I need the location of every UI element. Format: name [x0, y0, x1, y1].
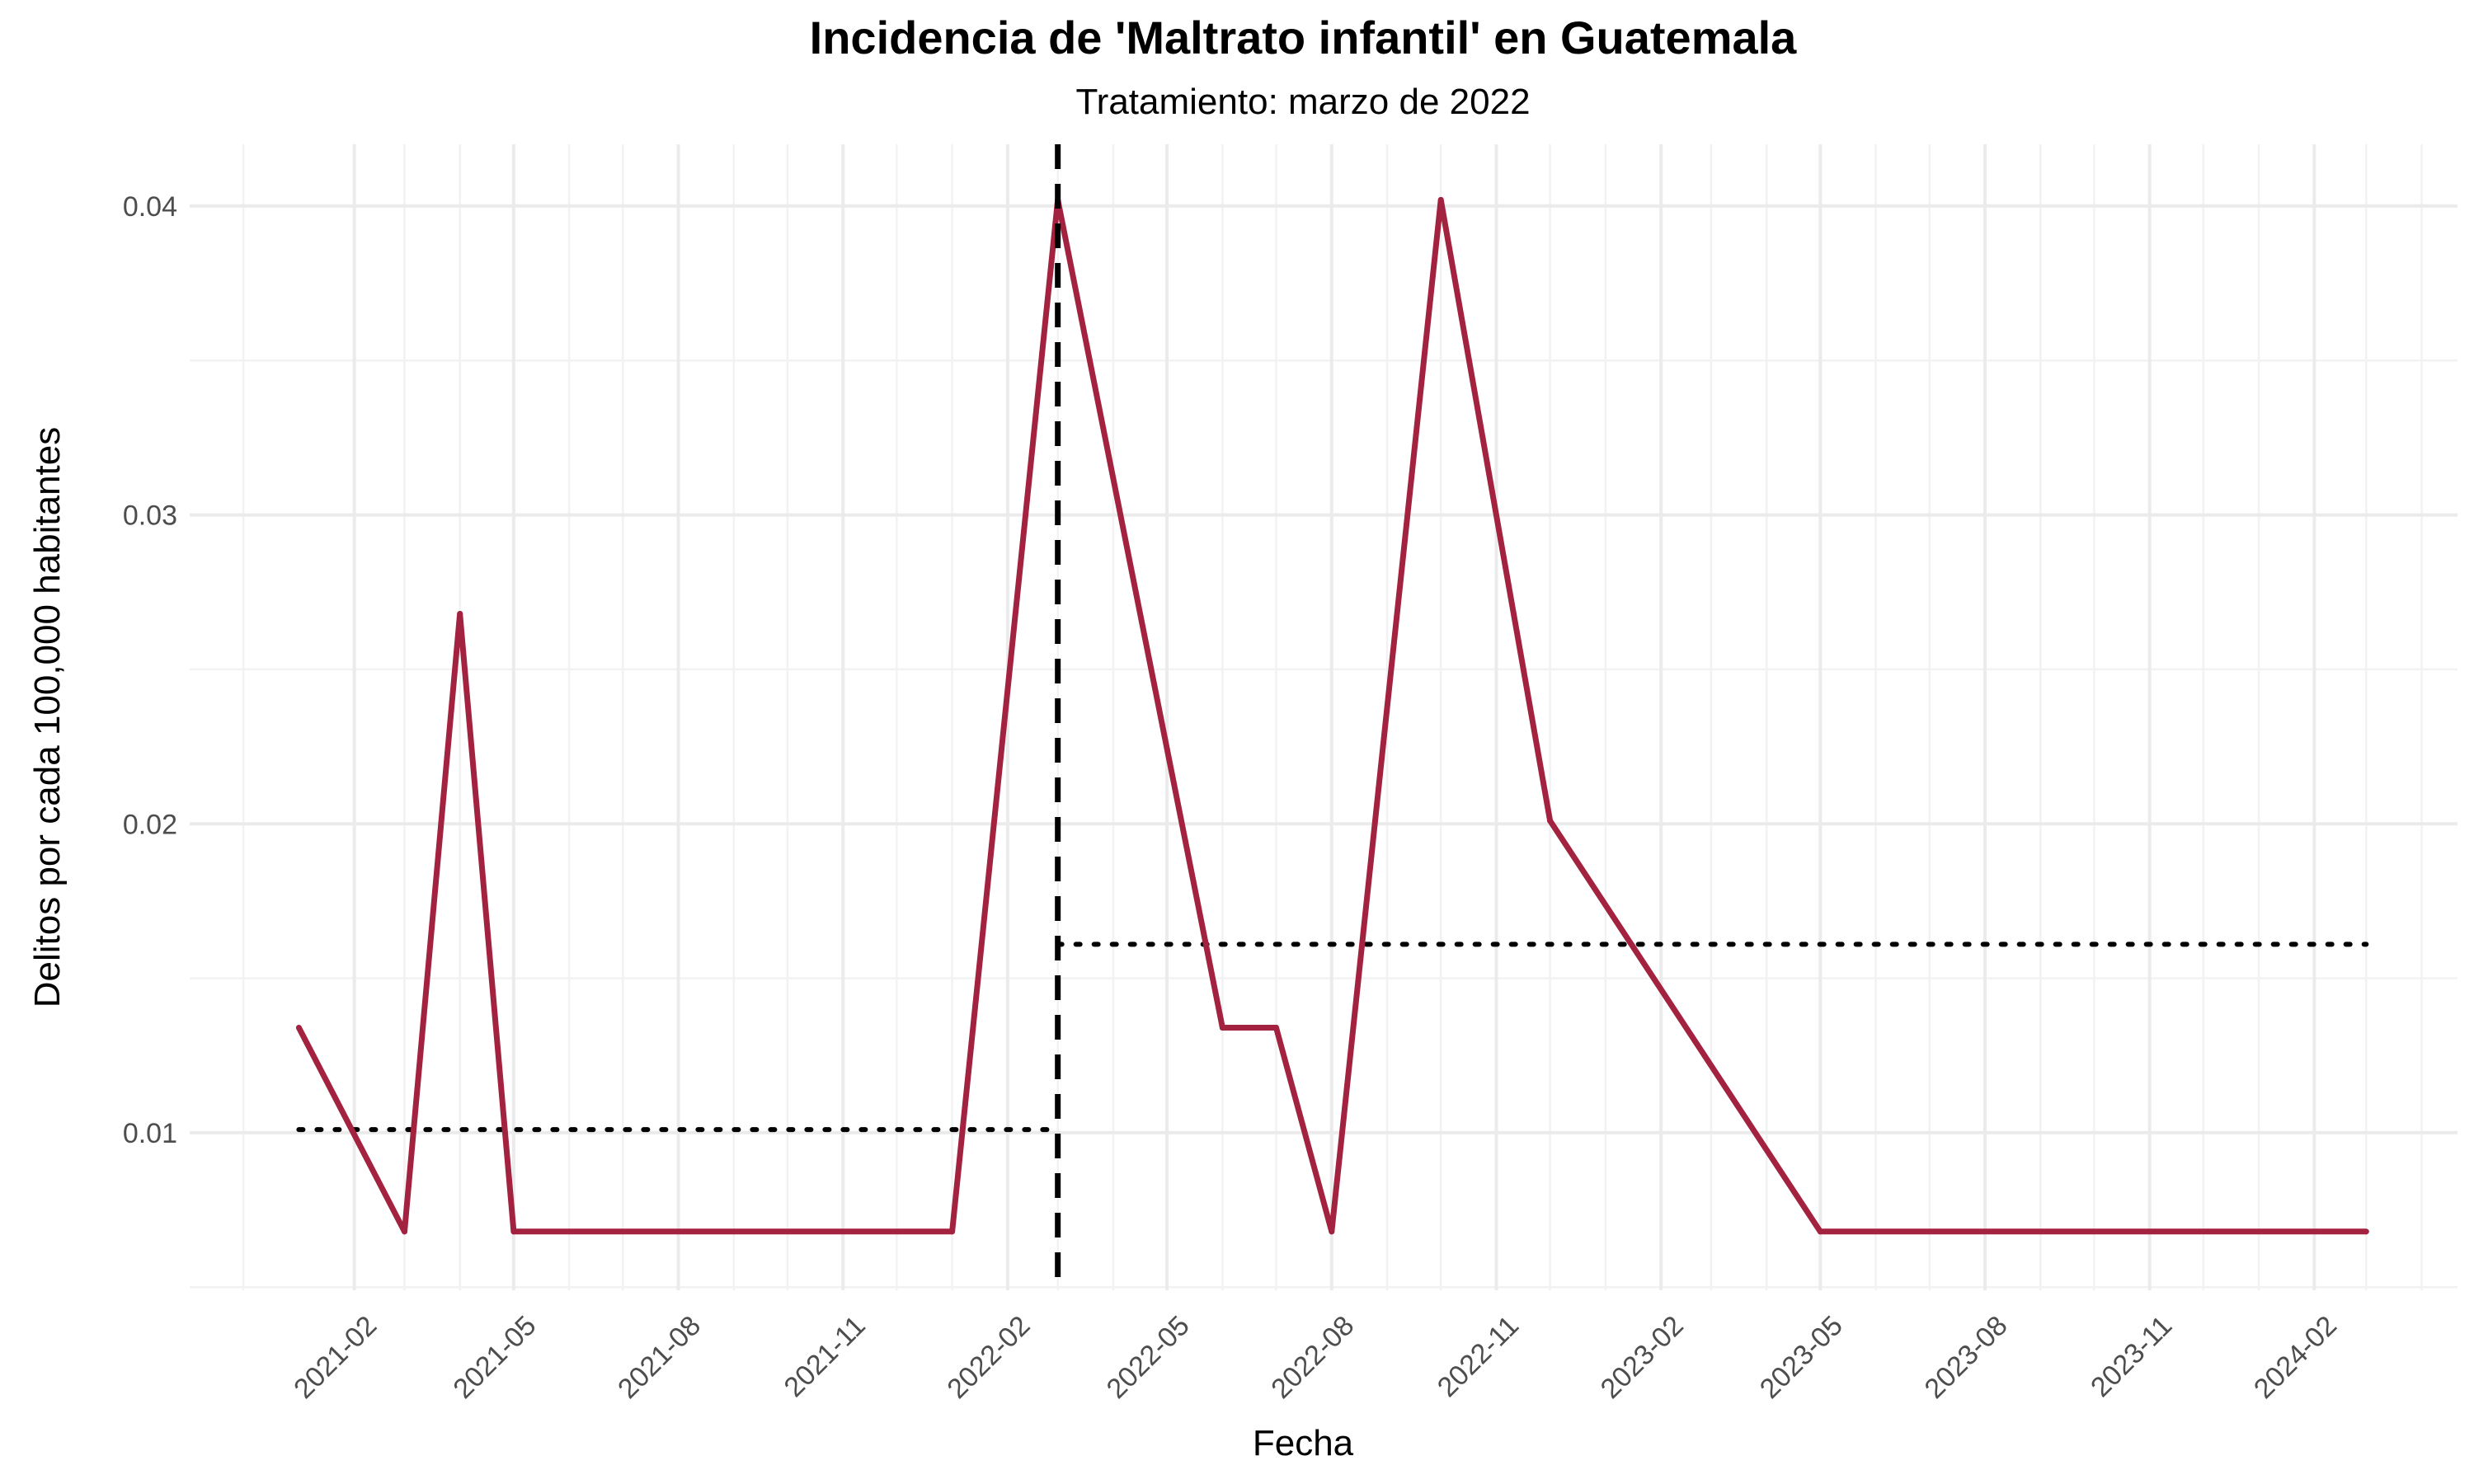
x-tick-label: 2021-05 — [447, 1310, 542, 1405]
x-tick-label: 2022-11 — [1432, 1310, 1525, 1403]
y-tick-label: 0.02 — [123, 809, 177, 840]
x-tick-label: 2023-02 — [1595, 1310, 1690, 1405]
data-point — [295, 1025, 302, 1031]
mean-lines — [296, 942, 2369, 1133]
grid-major-y — [190, 204, 2458, 1134]
data-point — [1817, 1228, 1823, 1235]
y-axis-ticks: 0.01 0.02 0.03 0.04 — [123, 191, 177, 1149]
x-tick-label: 2023-08 — [1919, 1310, 2014, 1405]
data-point — [1272, 1025, 1279, 1031]
y-tick-label: 0.03 — [123, 500, 177, 532]
data-point — [2363, 1228, 2369, 1235]
grid-minor-y — [190, 359, 2458, 1289]
x-tick-label: 2022-05 — [1101, 1310, 1196, 1405]
data-point — [949, 1228, 956, 1235]
x-tick-label: 2023-11 — [2085, 1310, 2178, 1403]
data-point — [1547, 818, 1554, 824]
data-point — [1437, 196, 1444, 203]
chart-title: Incidencia de 'Maltrato infantil' en Gua… — [810, 12, 1798, 63]
grid-major-x — [352, 144, 2316, 1290]
x-tick-label: 2021-02 — [288, 1310, 383, 1405]
x-tick-label: 2023-05 — [1754, 1310, 1849, 1405]
x-axis-ticks: 2021-02 2021-05 2021-08 2021-11 2022-02 2022-… — [288, 1310, 2343, 1405]
data-point — [1219, 1025, 1225, 1031]
x-axis-title: Fecha — [1253, 1423, 1354, 1463]
data-point — [401, 1228, 407, 1235]
y-tick-label: 0.01 — [123, 1118, 177, 1149]
x-tick-label: 2021-08 — [612, 1310, 707, 1405]
chart-subtitle: Tratamiento: marzo de 2022 — [1075, 82, 1530, 122]
x-tick-label: 2021-11 — [778, 1310, 872, 1403]
x-tick-label: 2024-02 — [2248, 1310, 2343, 1405]
data-point — [457, 610, 463, 617]
y-axis-title: Delitos por cada 100,000 habitantes — [27, 427, 68, 1008]
y-tick-label: 0.04 — [123, 191, 177, 223]
x-tick-label: 2022-02 — [941, 1310, 1036, 1405]
data-point — [510, 1228, 517, 1235]
data-point — [1329, 1228, 1335, 1235]
x-tick-label: 2022-08 — [1265, 1310, 1360, 1405]
